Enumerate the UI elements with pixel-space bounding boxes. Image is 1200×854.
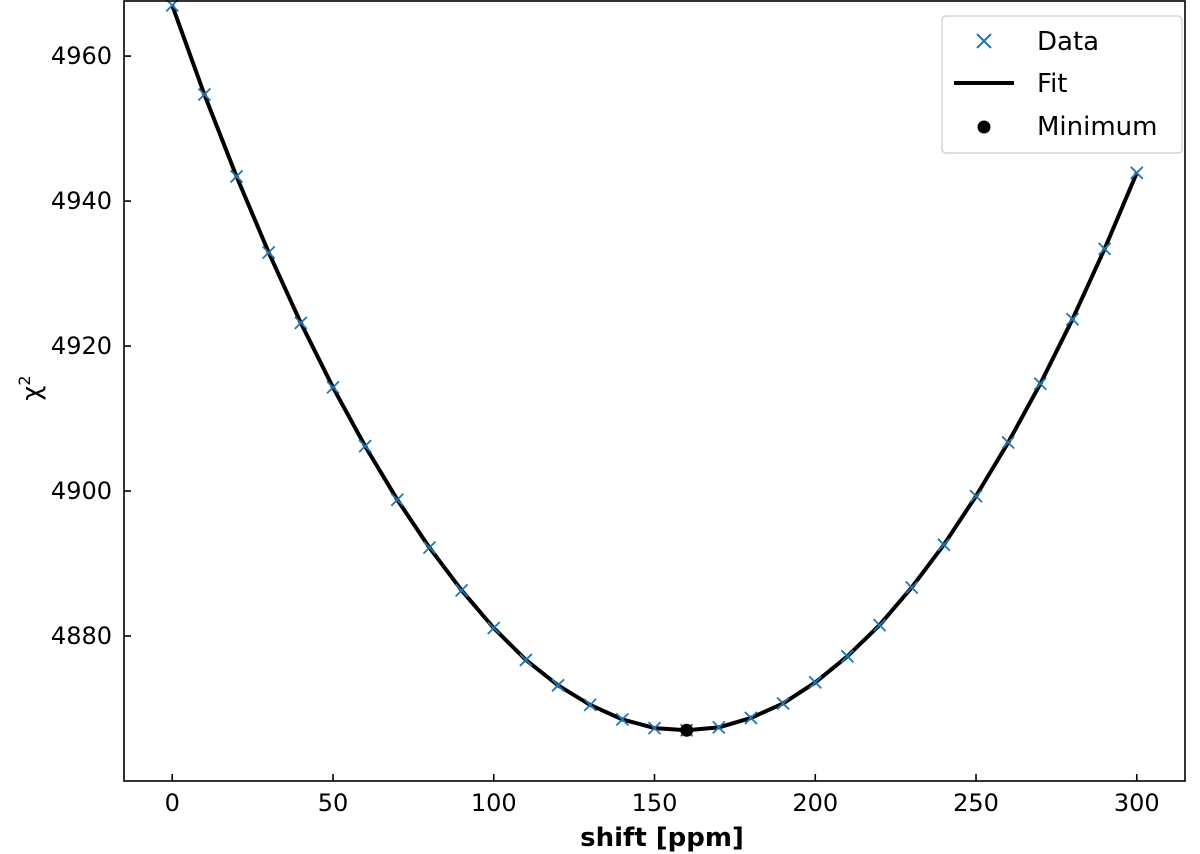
x-axis-ticks: 0 50 100 150 200 250 300 [165, 774, 1160, 817]
y-tick-label: 4920 [51, 332, 112, 360]
data-point [647, 721, 662, 735]
data-point [1065, 312, 1080, 326]
data-point [905, 580, 919, 595]
legend-label-data: Data [1037, 27, 1099, 57]
data-point [262, 245, 276, 260]
data-point [808, 675, 822, 690]
x-tick-label: 150 [632, 789, 678, 817]
data-point [1097, 242, 1112, 256]
data-point [840, 649, 855, 663]
data-point [326, 380, 340, 395]
y-axis-label-sup: 2 [15, 375, 34, 385]
legend-label-minimum: Minimum [1037, 112, 1158, 142]
data-point [229, 169, 244, 184]
legend-box [941, 15, 1183, 154]
y-tick-label: 4940 [51, 187, 112, 215]
data-point [197, 87, 212, 102]
data-point [294, 316, 308, 330]
data-point [872, 618, 887, 632]
x-axis-label: shift [ppm] [580, 823, 744, 853]
data-point [1033, 377, 1047, 391]
data-point [519, 653, 533, 667]
data-point [776, 696, 790, 711]
data-point [487, 621, 501, 635]
legend-marker-minimum [977, 120, 991, 134]
data-point [712, 720, 726, 734]
data-point [551, 678, 565, 692]
legend-label-fit: Fit [1037, 69, 1067, 99]
x-tick-label: 250 [953, 789, 999, 817]
data-point [1130, 166, 1144, 180]
data-point [358, 439, 372, 453]
legend: Data Fit Minimum [941, 15, 1183, 154]
x-tick-label: 0 [165, 789, 180, 817]
x-tick-label: 50 [318, 789, 349, 817]
y-axis-label: χ2 [15, 375, 47, 400]
data-point [390, 493, 404, 507]
y-tick-label: 4960 [51, 42, 112, 70]
data-point [615, 712, 629, 727]
y-tick-label: 4880 [51, 622, 112, 650]
minimum-marker-layer [680, 723, 694, 737]
y-axis-ticks: 4880 4900 4920 4940 4960 [51, 42, 131, 650]
data-point [1001, 435, 1015, 450]
data-point [583, 698, 597, 712]
x-tick-label: 300 [1114, 789, 1160, 817]
minimum-point [680, 723, 694, 737]
x-tick-label: 200 [792, 789, 838, 817]
data-point [744, 711, 758, 725]
data-point [937, 538, 951, 552]
y-tick-label: 4900 [51, 477, 112, 505]
x-tick-label: 100 [471, 789, 517, 817]
legend-marker-data [976, 33, 992, 49]
y-axis-label-base: χ [17, 386, 47, 401]
data-point [969, 489, 983, 503]
data-point [422, 540, 437, 555]
data-point [454, 583, 469, 597]
